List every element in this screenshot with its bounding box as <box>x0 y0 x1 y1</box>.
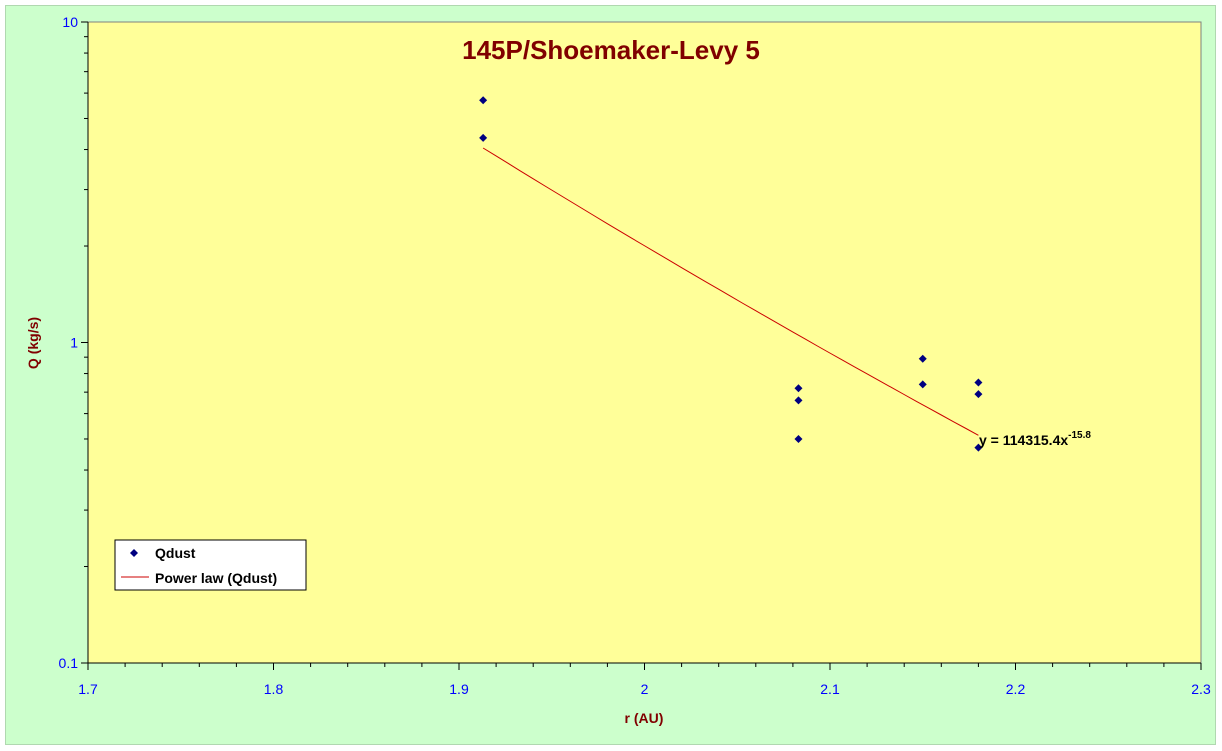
y-axis-title: Q (kg/s) <box>25 317 41 369</box>
trendline-powerlaw <box>482 147 979 436</box>
x-axis-title: r (AU) <box>625 710 664 726</box>
x-tick-label: 2.3 <box>1191 681 1211 697</box>
x-tick-label: 1.7 <box>78 681 98 697</box>
legend-marker-qdust <box>130 549 138 557</box>
data-point-qdust <box>918 354 927 363</box>
data-point-qdust <box>794 396 803 405</box>
data-point-qdust <box>794 384 803 393</box>
x-tick-label: 1.9 <box>449 681 469 697</box>
trendline-equation-exponent: -15.8 <box>1068 430 1091 441</box>
x-axis: 1.7 1.8 1.9 2 2.1 2.2 2.3 <box>78 662 1211 697</box>
y-tick-label: 0.1 <box>59 655 79 671</box>
data-point-qdust <box>974 378 983 387</box>
x-tick-label: 2 <box>641 681 649 697</box>
x-tick-label: 2.1 <box>820 681 840 697</box>
trendline-equation: y = 114315.4x-15.8 <box>979 430 1091 448</box>
data-point-qdust <box>974 390 983 399</box>
x-tick-label: 2.2 <box>1006 681 1026 697</box>
legend: Qdust Power law (Qdust) <box>114 539 307 591</box>
data-point-qdust <box>479 96 488 105</box>
y-tick-label: 10 <box>62 14 78 30</box>
data-point-qdust <box>974 443 983 452</box>
points-layer <box>479 96 983 452</box>
y-tick-label: 1 <box>70 335 78 351</box>
legend-label-powerlaw: Power law (Qdust) <box>155 570 277 586</box>
data-point-qdust <box>794 434 803 443</box>
data-point-qdust <box>479 133 488 142</box>
trendline-layer <box>482 147 979 436</box>
x-tick-label: 1.8 <box>264 681 284 697</box>
trendline-equation-base: y = 114315.4x <box>979 432 1068 448</box>
y-axis: 0.1 1 10 <box>59 14 89 671</box>
legend-box <box>114 539 307 591</box>
legend-label-qdust: Qdust <box>155 545 196 561</box>
chart-title: 145P/Shoemaker-Levy 5 <box>462 35 760 65</box>
data-point-qdust <box>918 380 927 389</box>
